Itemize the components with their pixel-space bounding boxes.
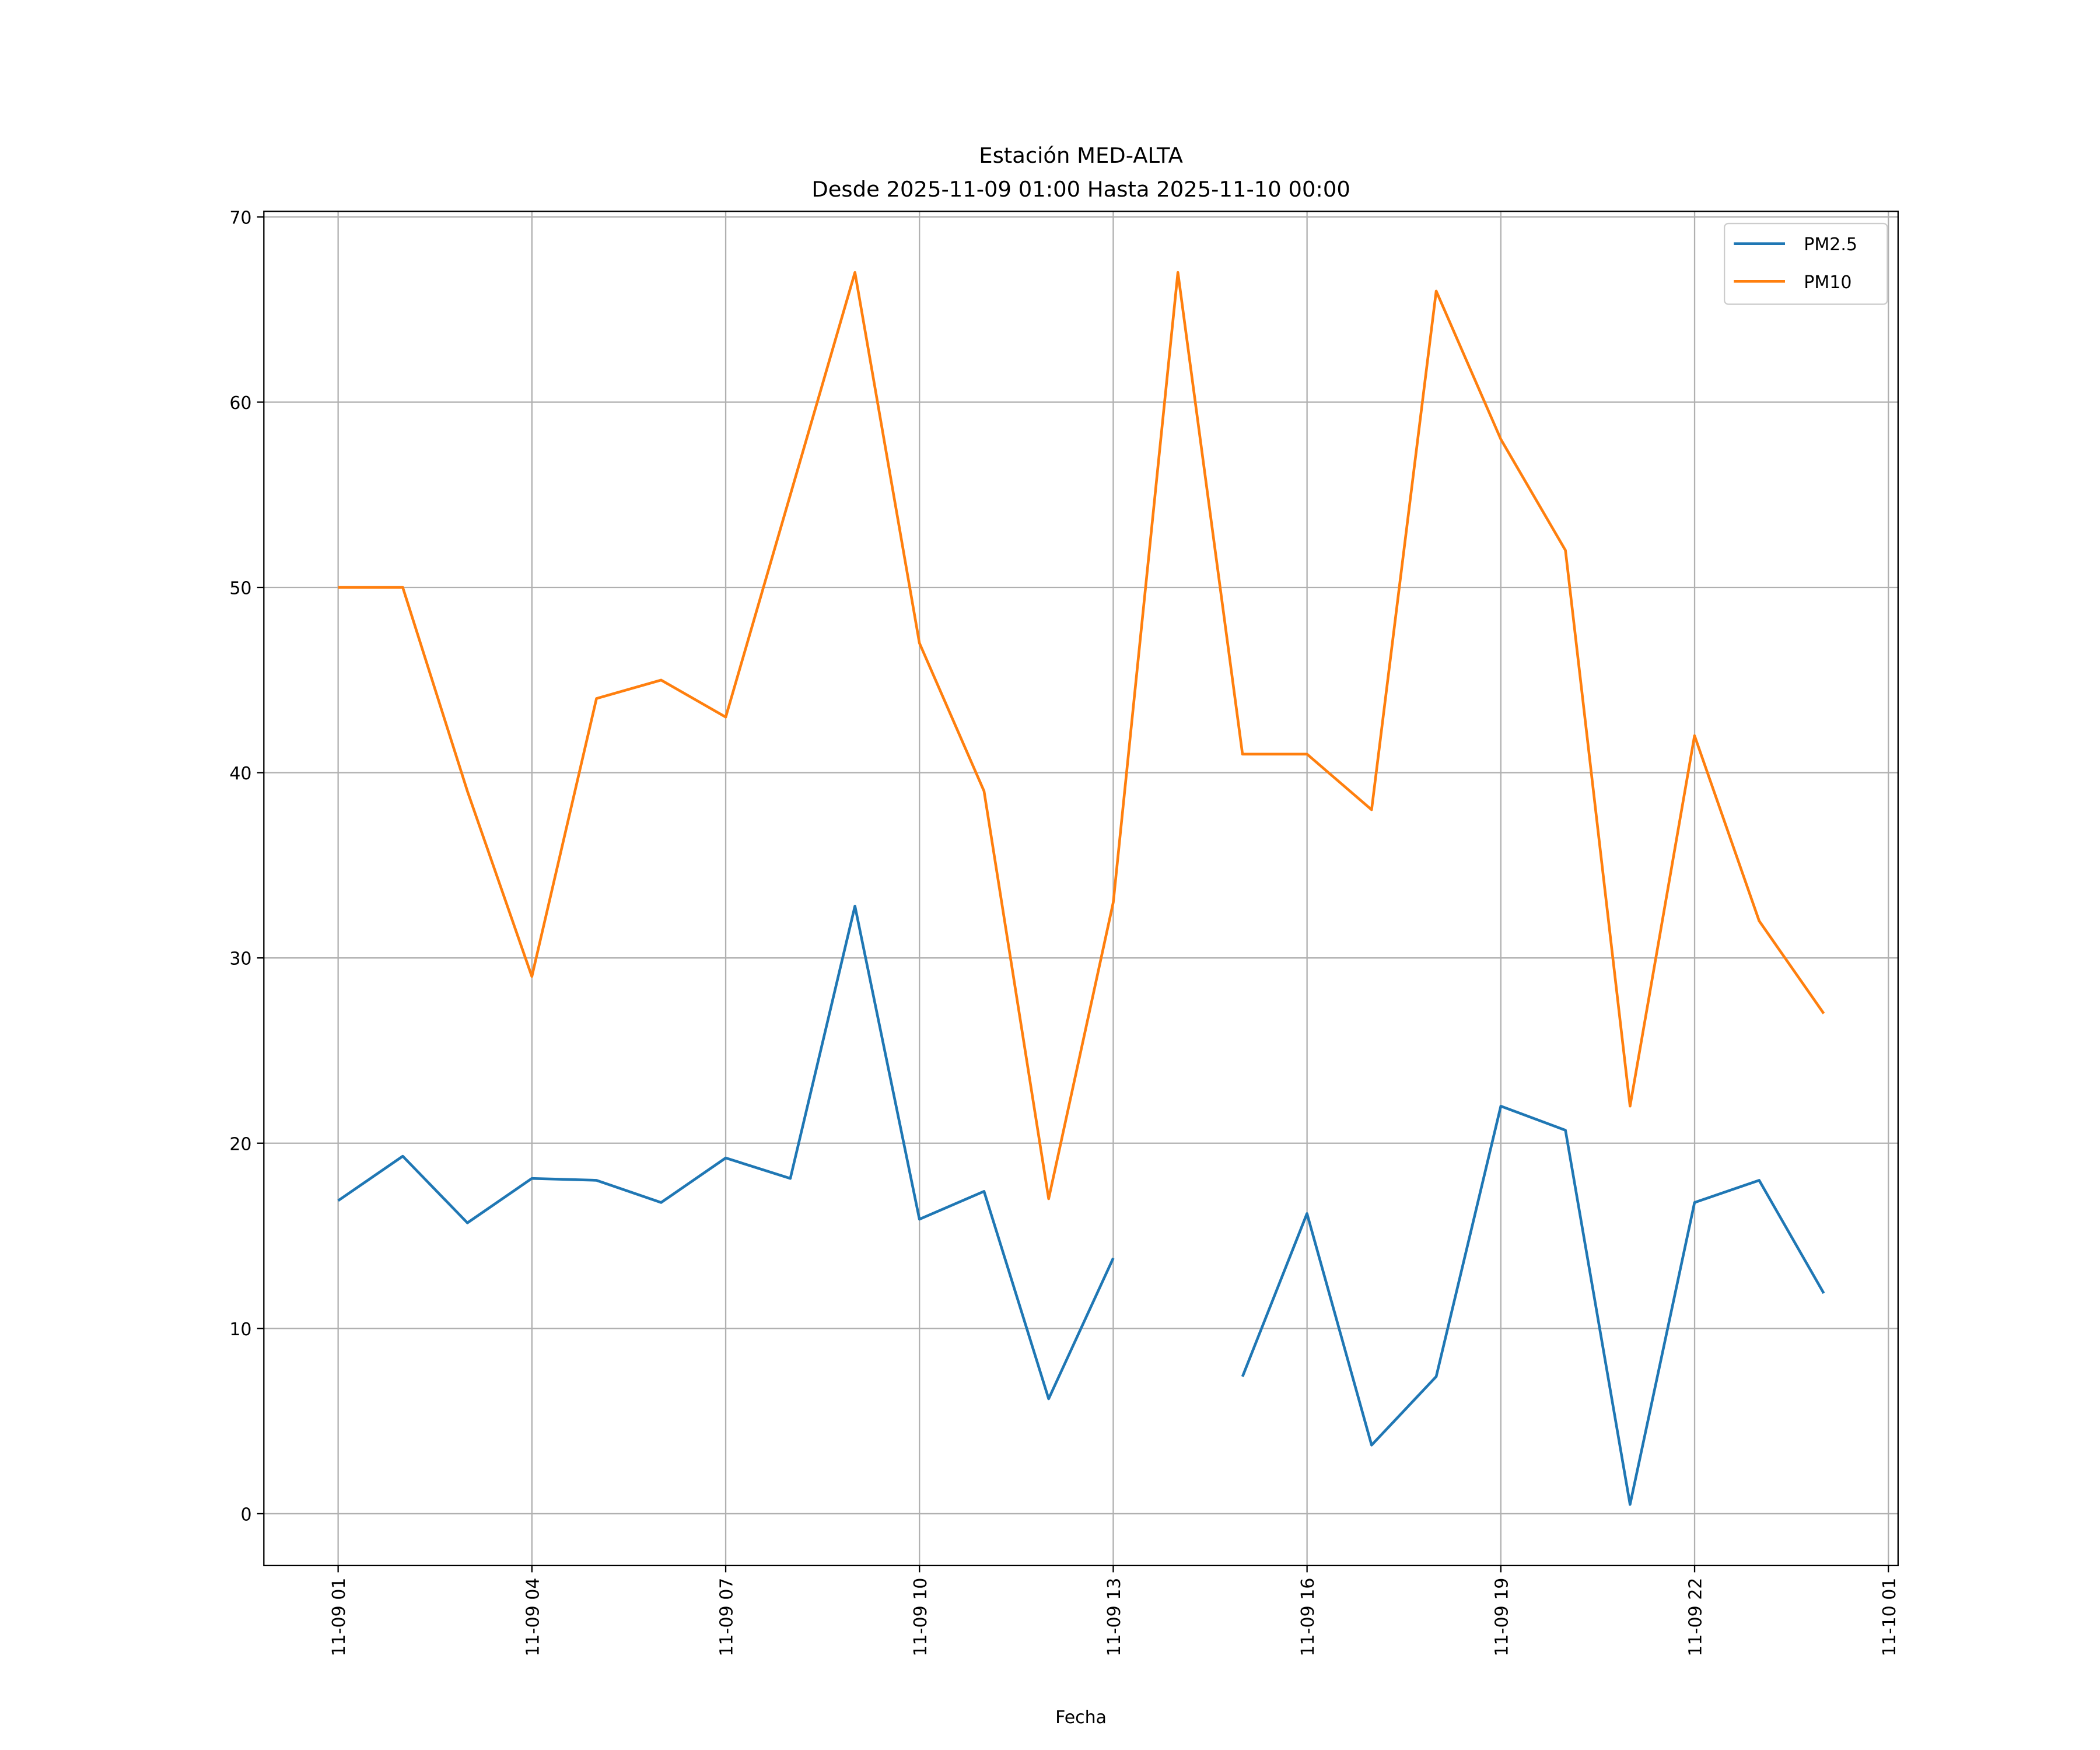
series-line-pm25: [337, 904, 1825, 1506]
x-tick-label: 11-09 13: [1104, 1578, 1125, 1657]
legend-label: PM10: [1804, 272, 1852, 293]
chart-subtitle: Desde 2025-11-09 01:00 Hasta 2025-11-10 …: [811, 177, 1350, 202]
y-axis: 0 10 20 30 40 50 60 70: [229, 208, 264, 1525]
y-tick-label: 30: [229, 949, 251, 970]
y-tick-label: 50: [229, 579, 251, 599]
series-line-pm10: [338, 271, 1825, 1200]
y-tick-label: 60: [229, 393, 251, 414]
y-tick-label: 10: [229, 1320, 251, 1340]
x-tick-label: 11-10 01: [1880, 1578, 1900, 1657]
legend-label: PM2.5: [1804, 235, 1857, 255]
x-tick-label: 11-09 01: [329, 1578, 349, 1657]
x-tick-label: 11-09 07: [717, 1578, 737, 1657]
chart-title: Estación MED-ALTA: [979, 143, 1183, 168]
x-tick-label: 11-09 22: [1686, 1578, 1706, 1657]
legend: PM2.5 PM10: [1723, 222, 1888, 305]
y-tick-label: 70: [229, 208, 251, 228]
x-axis: 11-09 01 11-09 04 11-09 07 11-09 10 11-09 13…: [329, 1565, 1900, 1657]
series-lines: [337, 271, 1825, 1506]
x-tick-label: 11-09 19: [1492, 1578, 1512, 1657]
y-tick-label: 40: [229, 764, 251, 784]
axes-frame: [263, 211, 1899, 1566]
x-axis-label: Fecha: [1055, 1707, 1107, 1728]
x-tick-label: 11-09 16: [1298, 1578, 1318, 1657]
y-tick-label: 0: [240, 1504, 251, 1525]
y-tick-label: 20: [229, 1134, 251, 1154]
x-tick-label: 11-09 10: [911, 1578, 931, 1657]
x-tick-label: 11-09 04: [523, 1578, 543, 1657]
